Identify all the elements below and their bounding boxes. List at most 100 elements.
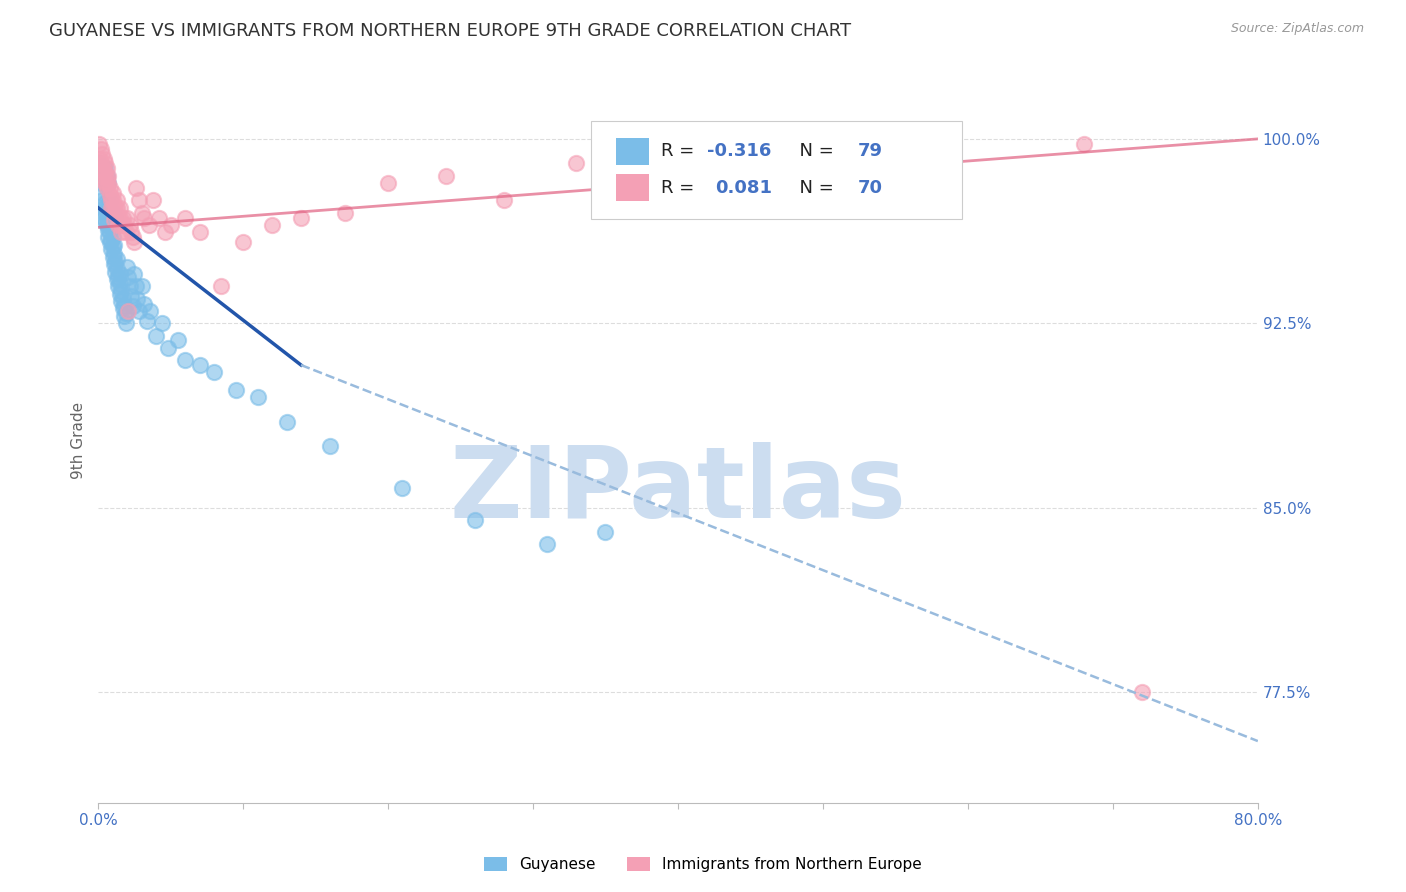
Point xyxy=(98,235,121,249)
Point xyxy=(101,194,124,208)
Point xyxy=(138,218,160,232)
Text: 70: 70 xyxy=(858,178,883,196)
Text: -0.316: -0.316 xyxy=(707,143,772,161)
Point xyxy=(260,218,283,232)
Point xyxy=(128,194,150,208)
Point xyxy=(112,299,135,313)
Text: 79: 79 xyxy=(858,143,883,161)
Point xyxy=(104,211,127,225)
Point xyxy=(94,215,117,229)
Point xyxy=(118,218,141,232)
Point xyxy=(105,272,128,286)
Point xyxy=(89,136,111,151)
Point xyxy=(101,240,124,254)
Point xyxy=(125,279,148,293)
Point xyxy=(94,161,117,176)
Point xyxy=(142,194,165,208)
Point xyxy=(110,294,132,309)
Point xyxy=(108,201,131,215)
Point xyxy=(93,164,115,178)
Point xyxy=(91,169,114,183)
Point xyxy=(98,188,121,202)
Text: 0.081: 0.081 xyxy=(716,178,772,196)
Point xyxy=(290,211,312,225)
Text: N =: N = xyxy=(789,178,839,196)
Point xyxy=(96,181,118,195)
Point xyxy=(125,181,148,195)
Point xyxy=(276,415,298,429)
Point xyxy=(93,201,115,215)
Legend: Guyanese, Immigrants from Northern Europe: Guyanese, Immigrants from Northern Europ… xyxy=(477,849,929,880)
Point xyxy=(90,156,112,170)
Point xyxy=(100,194,122,208)
Point xyxy=(103,257,125,271)
Point xyxy=(107,269,129,284)
Point xyxy=(115,211,138,225)
Text: R =: R = xyxy=(661,178,700,196)
Point xyxy=(90,169,112,183)
Point xyxy=(97,223,120,237)
Point xyxy=(93,211,115,225)
Point xyxy=(1130,685,1153,699)
Point xyxy=(96,169,118,183)
Point xyxy=(98,194,121,208)
Point xyxy=(94,176,117,190)
Point xyxy=(202,365,225,379)
Point xyxy=(117,269,139,284)
FancyBboxPatch shape xyxy=(591,121,962,219)
Point xyxy=(110,218,132,232)
Point xyxy=(94,205,117,219)
Point xyxy=(134,296,156,310)
Point xyxy=(107,279,129,293)
Point xyxy=(111,292,134,306)
Y-axis label: 9th Grade: 9th Grade xyxy=(72,401,86,478)
Text: Source: ZipAtlas.com: Source: ZipAtlas.com xyxy=(1230,22,1364,36)
Text: GUYANESE VS IMMIGRANTS FROM NORTHERN EUROPE 9TH GRADE CORRELATION CHART: GUYANESE VS IMMIGRANTS FROM NORTHERN EUR… xyxy=(49,22,852,40)
Point xyxy=(104,254,127,268)
Point xyxy=(114,316,136,330)
Point xyxy=(101,201,124,215)
Point xyxy=(333,205,356,219)
Point xyxy=(97,230,120,244)
Point xyxy=(225,383,247,397)
Point xyxy=(111,211,134,225)
Point xyxy=(536,537,558,551)
Point xyxy=(121,299,143,313)
Point xyxy=(121,230,143,244)
Point xyxy=(1073,136,1095,151)
Point xyxy=(91,186,114,200)
Point xyxy=(811,132,834,146)
Text: R =: R = xyxy=(661,143,700,161)
Point xyxy=(91,146,114,161)
Text: ZIPatlas: ZIPatlas xyxy=(450,442,907,540)
Point xyxy=(492,194,515,208)
Point xyxy=(153,225,176,239)
Point xyxy=(115,260,138,274)
Point xyxy=(97,213,120,227)
Point xyxy=(100,233,122,247)
Point xyxy=(124,235,146,249)
Point xyxy=(145,328,167,343)
Point xyxy=(174,211,197,225)
Point xyxy=(112,218,135,232)
Point xyxy=(150,316,173,330)
Point xyxy=(94,166,117,180)
Point xyxy=(136,314,159,328)
Point xyxy=(112,309,135,323)
Point xyxy=(96,201,118,215)
Point xyxy=(93,174,115,188)
Point xyxy=(114,225,136,239)
Point xyxy=(110,225,132,239)
Point xyxy=(108,267,131,281)
Point xyxy=(89,152,111,166)
Point xyxy=(105,262,128,277)
Point xyxy=(105,194,128,208)
Point xyxy=(148,211,170,225)
Point xyxy=(117,304,139,318)
Point xyxy=(107,211,129,225)
Point xyxy=(104,205,127,219)
Point xyxy=(108,286,131,301)
Point xyxy=(111,301,134,316)
Point xyxy=(94,195,117,210)
Point xyxy=(595,525,617,540)
